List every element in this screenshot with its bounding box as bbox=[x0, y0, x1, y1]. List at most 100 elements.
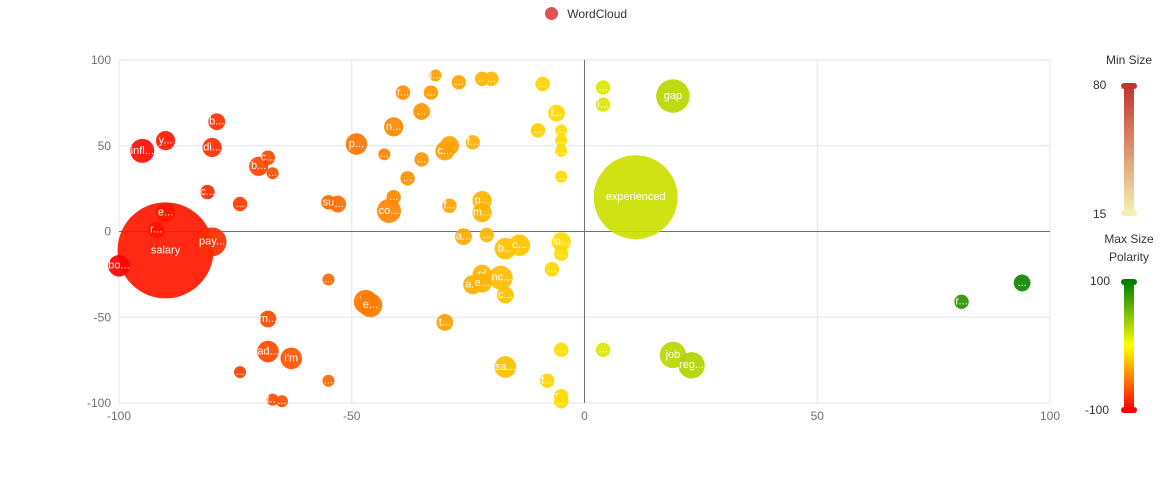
size-map-handle-min[interactable] bbox=[1121, 210, 1137, 216]
bubble-point bbox=[554, 342, 569, 358]
bubble-label: ... bbox=[235, 366, 244, 378]
bubble: i... bbox=[595, 97, 611, 112]
bubble-label: ... bbox=[482, 229, 491, 241]
bubble-point bbox=[1013, 274, 1031, 292]
bubble: di... bbox=[202, 137, 222, 158]
bubble-point bbox=[488, 265, 513, 290]
bubble-label: su bbox=[323, 196, 335, 208]
bubble-label: t... bbox=[439, 316, 451, 328]
bubble: a... bbox=[455, 228, 472, 246]
y-tick-label: 0 bbox=[104, 225, 111, 239]
bubble-label: ad... bbox=[257, 345, 278, 357]
bubble-label: r... bbox=[955, 296, 967, 308]
bubble: t... bbox=[436, 313, 454, 331]
bubble-point bbox=[200, 184, 215, 200]
size-map-title-bottom: Max Size bbox=[1104, 232, 1154, 246]
bubble: ... bbox=[484, 71, 499, 87]
bubble-point bbox=[678, 352, 705, 379]
polarity-map-handle-max[interactable] bbox=[1121, 279, 1137, 285]
bubble-label: m... bbox=[259, 313, 277, 325]
bubble-label: ... bbox=[277, 395, 286, 407]
bubble-label: experienced bbox=[606, 191, 666, 203]
bubble: ... bbox=[232, 196, 248, 212]
bubble-label: ... bbox=[417, 153, 426, 165]
bubble-label: t... bbox=[541, 375, 553, 387]
bubble-point bbox=[595, 342, 611, 358]
bubble-label: ... bbox=[487, 73, 496, 85]
bubble-label: ... bbox=[557, 135, 566, 147]
size-map-max-label: 80 bbox=[1093, 78, 1107, 92]
bubble: t... bbox=[266, 393, 279, 406]
bubble-label: ... bbox=[557, 145, 566, 157]
bubble-point bbox=[147, 221, 165, 239]
bubble-point bbox=[130, 138, 155, 163]
bubble: c... bbox=[496, 286, 514, 304]
polarity-map-title: Polarity bbox=[1108, 250, 1149, 264]
bubble: co... bbox=[376, 198, 401, 223]
bubble-point bbox=[423, 85, 439, 100]
bubble-label: ... bbox=[235, 198, 244, 210]
bubble-point bbox=[197, 227, 227, 257]
bubble: r... bbox=[954, 294, 969, 310]
bubble-label: r... bbox=[150, 224, 162, 236]
x-tick-label: 100 bbox=[1040, 409, 1060, 423]
y-tick-label: -50 bbox=[94, 310, 112, 324]
bubble-point bbox=[508, 234, 531, 257]
scatter-chart[interactable]: -100 -50 0 50 100 100 50 0 -50 -100 salary experie… bbox=[0, 0, 1060, 430]
size-map-handle-max[interactable] bbox=[1121, 83, 1137, 89]
bubble: gap bbox=[656, 79, 690, 113]
bubble-point bbox=[555, 124, 568, 137]
size-map-bar[interactable] bbox=[1121, 83, 1137, 216]
bubble-point bbox=[455, 228, 472, 246]
bubble-label: ... bbox=[557, 171, 566, 183]
bubble-point bbox=[321, 195, 336, 210]
bubble-point bbox=[232, 196, 248, 212]
bubble: i... bbox=[429, 69, 442, 82]
axis-ticks: -100 -50 0 50 100 100 50 0 -50 -100 bbox=[87, 53, 1060, 423]
bubble: ... bbox=[1013, 274, 1031, 292]
bubble: e... bbox=[155, 203, 176, 223]
bubble: ... bbox=[554, 246, 569, 261]
bubble: t... bbox=[540, 373, 555, 388]
bubble: ... bbox=[555, 124, 568, 137]
bubble-point bbox=[465, 135, 480, 150]
bubble-label: c... bbox=[438, 145, 453, 157]
bubble-label: y... bbox=[159, 135, 173, 147]
chart-legend[interactable]: WordCloud bbox=[0, 6, 1172, 21]
bubble: ... bbox=[378, 148, 391, 161]
bubble-label: i'm bbox=[284, 352, 298, 364]
bubble-point bbox=[530, 123, 546, 138]
polarity-map-max-label: 100 bbox=[1090, 274, 1111, 288]
bubble: ... bbox=[414, 152, 429, 167]
bubble-point bbox=[479, 227, 494, 243]
bubble: ... bbox=[595, 342, 611, 358]
bubble-point bbox=[275, 395, 288, 408]
bubble: b... bbox=[208, 113, 226, 131]
polarity-map-handle-min[interactable] bbox=[1121, 407, 1137, 413]
bubble: ... bbox=[535, 76, 550, 92]
bubble-point bbox=[384, 117, 404, 137]
bubble-label: m... bbox=[473, 207, 491, 219]
bubble: r... bbox=[395, 85, 411, 100]
bubble: ... bbox=[266, 167, 279, 180]
bubble: lo... bbox=[551, 232, 571, 252]
bubble-point bbox=[548, 104, 565, 122]
y-tick-label: 100 bbox=[91, 53, 111, 67]
bubble-point bbox=[595, 80, 611, 95]
bubble: y... bbox=[155, 131, 176, 151]
bubble-point bbox=[595, 97, 611, 112]
bubble: c... bbox=[435, 141, 455, 161]
bubble-point bbox=[259, 310, 277, 328]
bubble-point bbox=[555, 170, 568, 183]
bubble-label: c... bbox=[498, 289, 513, 301]
polarity-map-bar[interactable] bbox=[1121, 279, 1137, 413]
bubble-label: ... bbox=[417, 105, 426, 117]
bubble: ... bbox=[322, 273, 335, 286]
bubble-point bbox=[260, 150, 276, 165]
bubble-label: c... bbox=[261, 152, 276, 164]
bubble: I... bbox=[548, 104, 565, 122]
bubble-point bbox=[535, 76, 550, 92]
bubble-point bbox=[155, 203, 176, 223]
bubble: ... bbox=[544, 262, 560, 277]
bubble: c... bbox=[260, 150, 276, 165]
